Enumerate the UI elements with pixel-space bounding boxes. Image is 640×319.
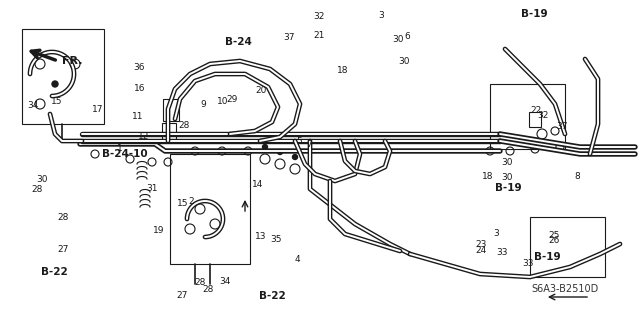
Text: 34: 34 xyxy=(28,101,39,110)
Bar xyxy=(529,112,541,127)
Text: 15: 15 xyxy=(177,199,188,208)
Text: 11: 11 xyxy=(132,112,143,121)
Text: S6A3-B2510D: S6A3-B2510D xyxy=(531,284,598,294)
Text: 18: 18 xyxy=(482,172,493,181)
Circle shape xyxy=(292,154,298,160)
Text: B-19: B-19 xyxy=(495,183,522,193)
Text: 34: 34 xyxy=(220,277,231,286)
Text: 1: 1 xyxy=(118,144,123,153)
Text: 18: 18 xyxy=(337,66,348,75)
Bar xyxy=(490,84,565,149)
Text: 21: 21 xyxy=(313,31,324,40)
Bar xyxy=(163,99,179,121)
Text: 6: 6 xyxy=(404,32,410,41)
Text: 2: 2 xyxy=(188,197,193,206)
Text: 36: 36 xyxy=(134,63,145,72)
Text: 31: 31 xyxy=(147,184,158,193)
Text: 26: 26 xyxy=(548,236,559,245)
Text: 15: 15 xyxy=(51,97,62,106)
Text: B-24-10: B-24-10 xyxy=(102,149,148,159)
Text: 37: 37 xyxy=(284,33,295,42)
Text: FR.: FR. xyxy=(62,56,83,66)
Text: 16: 16 xyxy=(134,84,145,93)
Text: 4: 4 xyxy=(295,255,300,263)
Bar xyxy=(170,154,250,264)
Text: 28: 28 xyxy=(194,278,205,287)
Text: 37: 37 xyxy=(556,122,568,131)
Text: 32: 32 xyxy=(313,12,324,21)
Text: 19: 19 xyxy=(153,226,164,235)
Circle shape xyxy=(278,150,282,154)
Text: 30: 30 xyxy=(501,158,513,167)
Text: 29: 29 xyxy=(226,95,237,104)
Text: 20: 20 xyxy=(255,86,267,95)
Text: 9: 9 xyxy=(201,100,206,109)
Text: B-22: B-22 xyxy=(41,267,68,277)
Text: B-19: B-19 xyxy=(521,9,548,19)
Text: 3: 3 xyxy=(493,229,499,238)
Text: 25: 25 xyxy=(548,231,559,240)
Text: 22: 22 xyxy=(531,106,542,115)
Text: 27: 27 xyxy=(57,245,68,254)
Bar xyxy=(22,29,104,124)
Text: 23: 23 xyxy=(476,241,487,249)
Text: 8: 8 xyxy=(575,172,580,181)
Text: 30: 30 xyxy=(392,35,404,44)
Bar xyxy=(162,123,176,141)
Text: 30: 30 xyxy=(501,173,513,182)
Text: 14: 14 xyxy=(252,180,263,189)
Text: 3: 3 xyxy=(379,11,384,20)
Text: 28: 28 xyxy=(57,213,68,222)
Text: 28: 28 xyxy=(31,185,43,194)
Circle shape xyxy=(52,81,58,87)
Text: 12: 12 xyxy=(138,132,150,141)
Text: 27: 27 xyxy=(177,291,188,300)
Text: B-22: B-22 xyxy=(259,291,285,301)
Text: 10: 10 xyxy=(217,97,228,106)
Bar xyxy=(530,217,605,277)
Text: 17: 17 xyxy=(92,105,103,114)
Text: 30: 30 xyxy=(399,57,410,66)
Text: B-19: B-19 xyxy=(534,252,561,262)
Text: 24: 24 xyxy=(476,246,487,255)
Text: 32: 32 xyxy=(537,111,548,120)
Text: 28: 28 xyxy=(179,121,190,130)
Circle shape xyxy=(262,145,268,150)
Text: 7: 7 xyxy=(307,140,312,149)
Text: 13: 13 xyxy=(255,232,267,241)
Text: 30: 30 xyxy=(36,175,47,184)
Text: 33: 33 xyxy=(497,248,508,257)
Text: 33: 33 xyxy=(522,259,534,268)
Text: 28: 28 xyxy=(202,285,214,294)
Text: B-24: B-24 xyxy=(225,37,252,47)
Text: 35: 35 xyxy=(271,235,282,244)
Text: 5: 5 xyxy=(297,137,302,146)
